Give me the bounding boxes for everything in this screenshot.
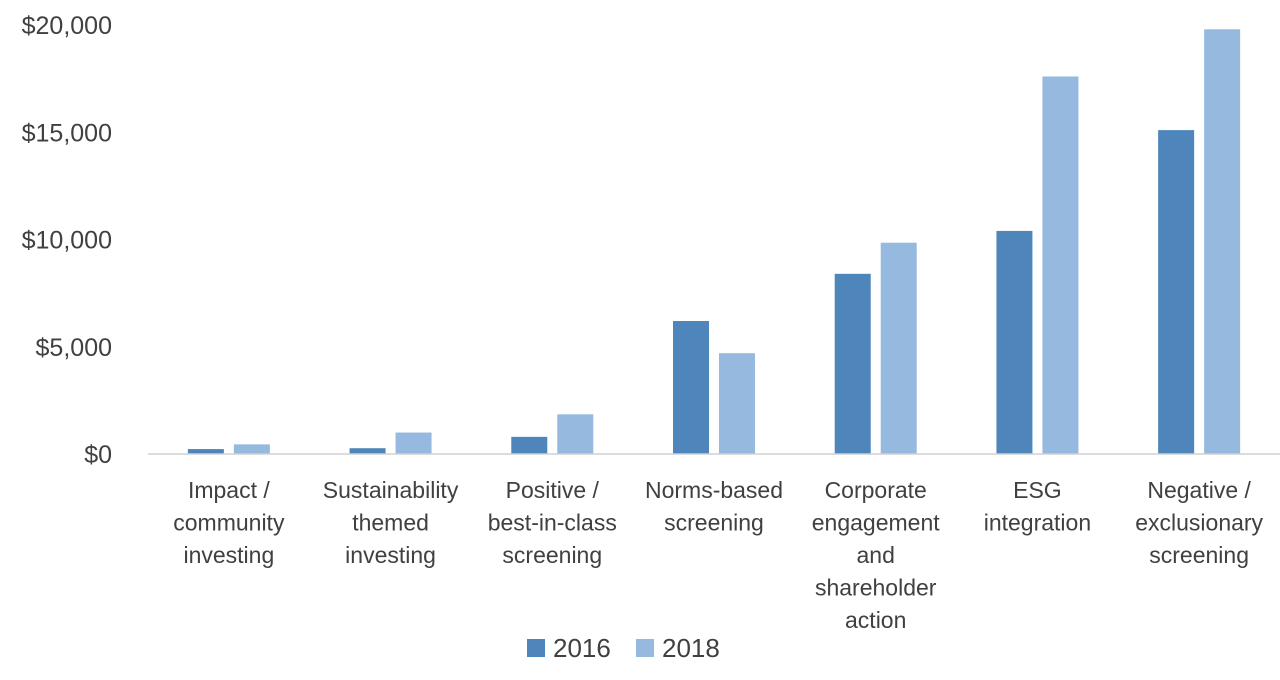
- y-tick-label: $20,000: [22, 12, 112, 40]
- y-tick-label: $10,000: [22, 227, 112, 255]
- bars: [187, 29, 1241, 455]
- legend-swatch-2016: [527, 639, 545, 657]
- bar-2016-0: [187, 449, 224, 454]
- x-category-label: Impact / community investing: [173, 477, 285, 568]
- bar-2018-2: [557, 414, 594, 454]
- bar-2016-5: [996, 230, 1033, 454]
- bar-2016-4: [834, 273, 871, 454]
- x-category-label: Sustainability themed investing: [323, 477, 459, 568]
- y-tick-label: $0: [84, 441, 112, 469]
- bar-2018-1: [395, 432, 432, 454]
- x-category-label: Positive / best-in-class screening: [488, 477, 617, 568]
- bar-2018-4: [880, 242, 917, 454]
- y-tick-label: $15,000: [22, 119, 112, 147]
- x-category-label: Norms-based screening: [645, 477, 783, 536]
- x-category-label: ESG integration: [984, 477, 1091, 536]
- y-axis: $0 $5,000 $10,000 $15,000 $20,000: [22, 12, 112, 469]
- x-axis-labels: Impact / community investing Sustainability…: [173, 477, 1263, 633]
- bar-2016-2: [511, 436, 548, 454]
- legend-label-2018: 2018: [662, 633, 720, 663]
- bar-2016-6: [1158, 130, 1195, 455]
- x-category-label: Corporate engagement and shareholder action: [812, 477, 940, 633]
- bar-2018-5: [1042, 76, 1079, 454]
- bar-2016-1: [349, 448, 386, 454]
- legend-swatch-2018: [636, 639, 654, 657]
- bar-2018-0: [233, 444, 270, 454]
- bar-2018-6: [1204, 29, 1241, 454]
- bar-2018-3: [719, 353, 755, 454]
- bar-2016-3: [673, 321, 709, 454]
- y-tick-label: $5,000: [36, 334, 112, 362]
- legend-label-2016: 2016: [553, 633, 611, 663]
- legend: 2016 2018: [527, 633, 720, 663]
- x-category-label: Negative / exclusionary screening: [1135, 477, 1263, 568]
